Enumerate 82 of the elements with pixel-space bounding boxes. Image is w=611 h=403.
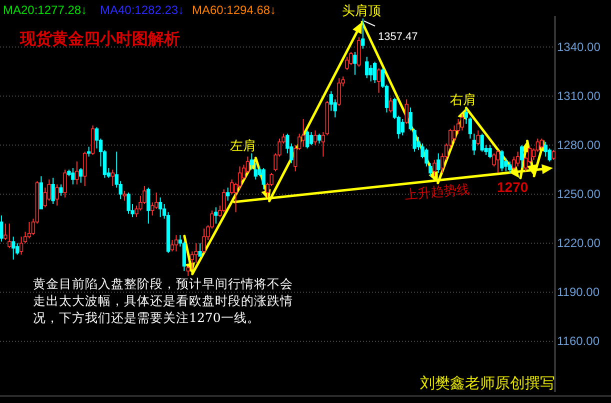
y-tick-label: 1190.00 <box>557 285 600 300</box>
candlestick <box>19 236 24 256</box>
annotation: MA40:1282.23↓ <box>100 3 184 17</box>
candlestick <box>404 98 408 124</box>
candlestick <box>262 168 266 190</box>
candlestick <box>488 144 492 159</box>
candlestick <box>222 188 226 213</box>
y-tick-label: 1250.00 <box>557 187 601 202</box>
candlestick <box>150 202 154 216</box>
annotation: 刘樊鑫老师原创撰写 <box>420 374 555 392</box>
annotation: 左肩 <box>230 138 256 153</box>
candlestick <box>552 150 556 160</box>
candlestick <box>51 177 55 204</box>
candlestick <box>369 64 373 82</box>
candlestick <box>83 151 87 187</box>
candlestick <box>353 51 357 76</box>
candlestick <box>361 18 365 50</box>
annotation: 头肩顶 <box>342 3 381 18</box>
candlestick <box>63 169 67 198</box>
candlestick <box>540 138 544 149</box>
candlestick <box>122 190 126 202</box>
y-tick-label: 1340.00 <box>557 40 601 54</box>
candlestick <box>226 187 230 202</box>
candlestick <box>110 169 114 187</box>
candlestick <box>71 168 75 185</box>
candlestick <box>337 78 341 106</box>
candlestick <box>516 151 520 167</box>
candlestick <box>349 51 353 66</box>
y-tick-label: 1280.00 <box>557 138 601 152</box>
candlestick <box>317 133 322 144</box>
candlestick <box>460 114 464 131</box>
candlestick <box>301 118 306 148</box>
candlestick <box>345 56 349 70</box>
candlestick <box>365 56 369 79</box>
candlestick <box>4 223 8 240</box>
y-tick-label: 1160.00 <box>557 334 600 348</box>
candlestick <box>55 184 59 206</box>
annotation: MA60:1294.68↓ <box>192 3 276 17</box>
candlestick <box>126 192 130 214</box>
candlestick <box>496 150 500 174</box>
candlestick <box>214 206 218 224</box>
candlestick <box>146 187 150 224</box>
candlestick <box>376 68 381 94</box>
candlestick <box>313 130 318 146</box>
y-tick-label: 1310.00 <box>557 88 601 103</box>
candlestick <box>388 97 393 113</box>
candlestick <box>432 159 436 177</box>
candlestick <box>158 196 162 218</box>
annotation: 黄金目前陷入盘整阶段，预计早间行情将不会走出太大波幅，具体还是看欧盘时段的涨跌情况，下方我们还是需要关注1270一线。 <box>33 276 293 325</box>
y-tick-label: 1220.00 <box>557 236 601 250</box>
annotation: 上升趋势线 <box>404 182 470 203</box>
candlestick <box>544 141 548 158</box>
candlestick <box>75 160 79 185</box>
annotation: 右肩 <box>450 92 476 107</box>
candlestick <box>27 221 32 239</box>
annotation: MA20:1277.28↓ <box>3 3 88 17</box>
candlestick <box>0 214 4 242</box>
candlestick <box>174 234 178 252</box>
candlestick <box>254 162 258 180</box>
candlestick <box>476 130 480 146</box>
candlestick <box>79 168 83 184</box>
candlestick <box>548 148 552 162</box>
annotation: 1270 <box>497 179 528 195</box>
candlestick <box>12 236 16 260</box>
candlestick <box>508 160 512 174</box>
candlestick <box>198 242 202 257</box>
candlestick <box>59 184 63 196</box>
candlestick <box>436 152 440 174</box>
text: 现货黄金四小时图解析 <box>19 29 180 48</box>
candlestick <box>170 239 174 252</box>
candlestick <box>512 156 516 170</box>
candlestick <box>182 241 186 272</box>
candlestick <box>309 132 314 146</box>
candlestick <box>400 118 404 136</box>
candlestick <box>202 228 206 254</box>
annotation: 1357.47 <box>378 31 418 43</box>
candlestick <box>372 61 377 84</box>
candlestick <box>305 130 310 149</box>
candlestick <box>500 150 504 172</box>
candlestick <box>230 178 234 195</box>
candlestick <box>480 133 484 152</box>
candlestick <box>8 223 12 249</box>
